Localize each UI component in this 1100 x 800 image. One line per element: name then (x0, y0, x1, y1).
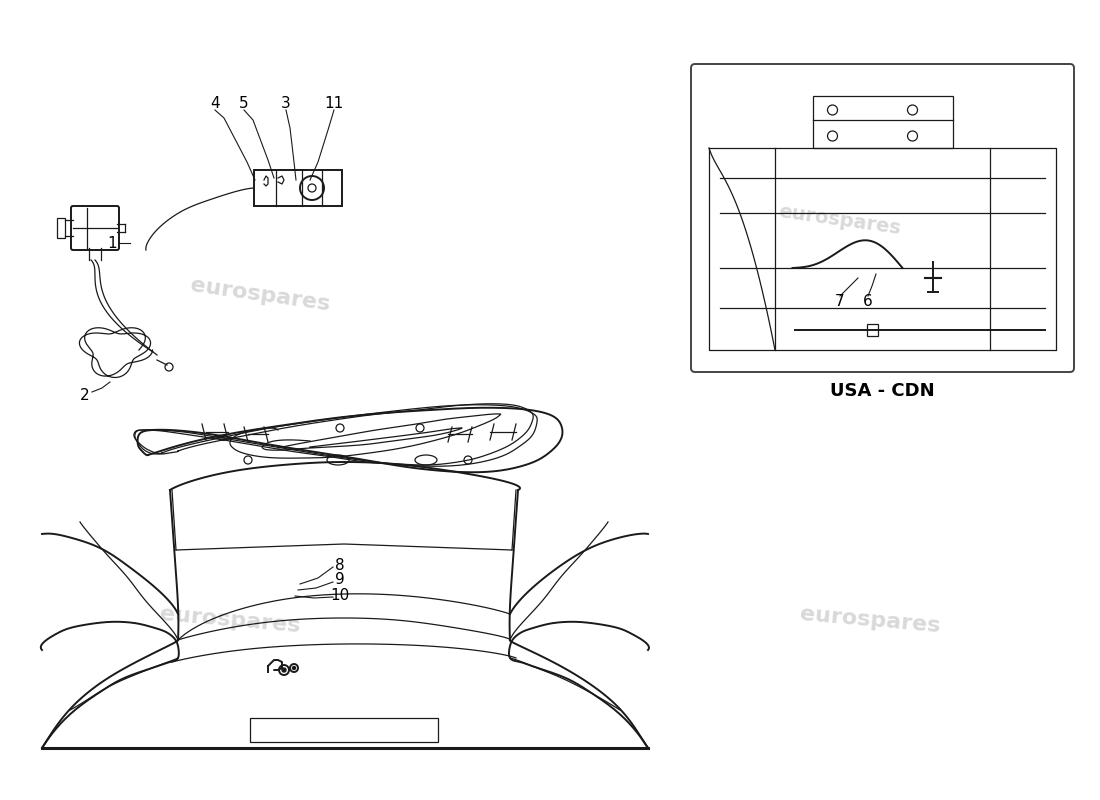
Text: 1: 1 (107, 235, 117, 250)
Text: 4: 4 (210, 95, 220, 110)
Text: 2: 2 (80, 387, 90, 402)
Text: eurospares: eurospares (778, 202, 902, 238)
Text: 5: 5 (239, 95, 249, 110)
Text: USA - CDN: USA - CDN (829, 382, 934, 400)
Text: 8: 8 (336, 558, 344, 573)
Text: 10: 10 (330, 587, 350, 602)
Circle shape (293, 666, 296, 670)
Bar (250, 718, 438, 742)
Text: eurospares: eurospares (189, 275, 331, 314)
Bar (813, 96, 953, 148)
Text: eurospares: eurospares (799, 604, 940, 636)
Bar (254, 170, 342, 206)
Text: 7: 7 (835, 294, 845, 310)
Text: 3: 3 (282, 95, 290, 110)
Text: eurospares: eurospares (160, 604, 301, 636)
Text: 9: 9 (336, 573, 345, 587)
Text: 11: 11 (324, 95, 343, 110)
Circle shape (282, 668, 286, 672)
Bar (57, 218, 65, 238)
Text: 6: 6 (864, 294, 873, 310)
